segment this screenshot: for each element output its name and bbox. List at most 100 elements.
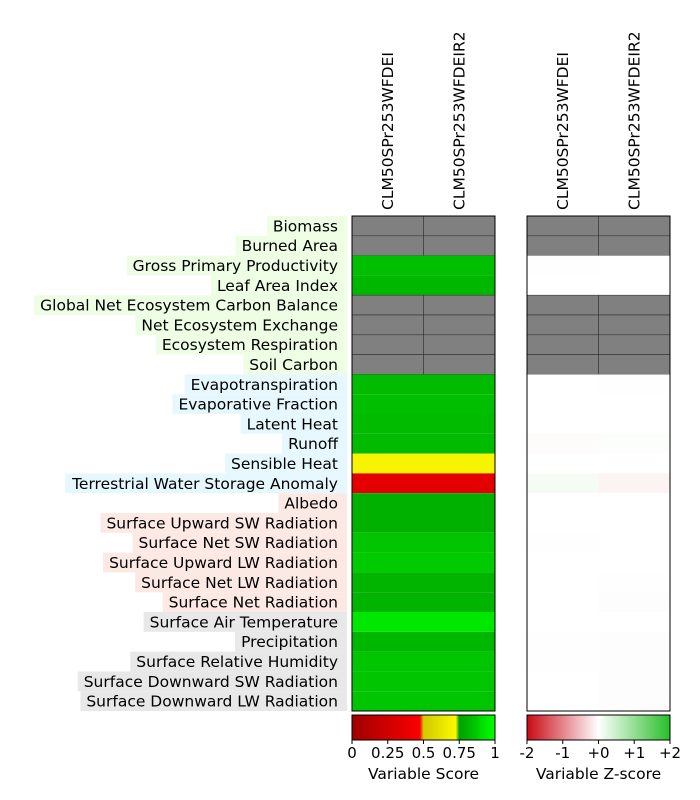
row-label-18: Surface Net LW Radiation [135,572,347,593]
heatmap-cell [527,552,599,573]
row-label-background [135,572,347,593]
colorbar-tick-label: +2 [659,744,681,762]
heatmap-cell [352,275,424,296]
colorbar-tick-label: 1 [490,744,500,762]
heatmap-cell [598,671,670,692]
heatmap-cell [527,374,599,395]
heatmap-cell [423,215,496,237]
row-label-17: Surface Upward LW Radiation [103,552,347,573]
heatmap-cell [423,255,495,276]
row-label-2: Gross Primary Productivity [126,255,347,276]
heatmap-cell [423,691,495,711]
colorbar [351,714,496,741]
row-label-10: Latent Heat [240,414,347,434]
heatmap-cell [527,255,599,276]
row-label-text: Surface Air Temperature [150,613,338,631]
row-label-3: Leaf Area Index [210,275,347,296]
heatmap-cell [352,671,424,692]
row-label-text: Surface Upward SW Radiation [106,514,338,532]
row-label-8: Evapotranspiration [184,374,347,395]
heatmap-cell [527,275,599,296]
heatmap-cell [352,552,424,573]
heatmap-cell [598,473,670,494]
heatmap-cell [423,572,495,593]
heatmap-cell [423,374,495,395]
colorbar-label: Variable Z-score [536,765,661,783]
row-label-text: Latent Heat [247,415,338,433]
row-label-14: Albedo [278,493,347,513]
heatmap-frame [526,215,671,712]
heatmap-cell [351,294,424,316]
row-label-text: Surface Relative Humidity [136,653,338,671]
row-label-text: Surface Upward LW Radiation [109,554,338,572]
row-label-text: Surface Downward LW Radiation [86,693,338,711]
row-label-21: Precipitation [235,631,347,652]
zscore-panel: CLM50SPr253WFDEI CLM50SPr253WFDEIR2 -2 -1 +0… [520,31,682,783]
heatmap-cell [352,532,424,553]
row-label-background [210,275,347,296]
row-label-13: Terrestrial Water Storage Anomaly [65,473,347,494]
heatmap-cell [351,334,424,355]
heatmap-cell [598,334,671,355]
row-label-background [80,691,347,711]
row-label-text: Global Net Ecosystem Carbon Balance [40,297,338,315]
heatmap-cell [598,314,671,336]
row-label-background [143,612,347,632]
score-panel: CLM50SPr253WFDEI CLM50SPr253WFDEIR2 0 0.25 0… [347,31,500,783]
row-label-text: Ecosystem Respiration [162,336,338,354]
row-label-15: Surface Upward SW Radiation [100,513,347,533]
heatmap-cell [423,394,495,414]
column-header: CLM50SPr253WFDEIR2 [450,31,468,210]
row-label-text: Sensible Heat [231,455,338,473]
row-label-background [235,631,347,652]
row-label-background [243,354,347,375]
row-label-12: Sensible Heat [225,453,347,474]
column-header: CLM50SPr253WFDEIR2 [625,31,643,210]
heatmap-cell [527,394,599,414]
row-label-9: Evaporative Fraction [172,394,347,414]
row-label-background [172,394,347,414]
heatmap-cell [598,691,670,711]
row-label-background [225,453,347,474]
heatmap-cell [527,433,599,454]
row-label-background [100,513,347,533]
heatmap-cell [352,651,424,672]
heatmap-cell [352,394,424,414]
heatmap-frame [351,215,496,712]
row-label-background [162,592,347,612]
row-label-6: Ecosystem Respiration [155,334,347,355]
row-label-7: Soil Carbon [243,354,347,375]
row-label-background [77,671,347,692]
heatmap-cell [527,532,599,553]
row-label-text: Burned Area [242,237,338,255]
row-label-background [135,315,347,335]
row-label-background [155,334,347,355]
heatmap-cell [598,532,670,553]
heatmap-cell [526,294,599,316]
heatmap-cell [423,473,495,494]
heatmap-cell [527,513,599,533]
heatmap-cell [352,592,424,612]
heatmap-cell [598,255,670,276]
heatmap-cell [598,275,670,296]
heatmap-cell [598,433,670,454]
row-label-text: Biomass [273,217,338,235]
row-label-background [235,235,347,256]
heatmap-cell [352,414,424,434]
heatmap-cell [423,631,495,652]
heatmap-cell [526,215,599,237]
row-label-text: Runoff [288,435,338,453]
heatmap-cell [352,374,424,395]
heatmap-cell [423,235,496,256]
row-label-1: Burned Area [235,235,347,256]
heatmap-cell [598,631,670,652]
column-header: CLM50SPr253WFDEI [379,52,397,210]
colorbar-tick-label: +1 [623,744,645,762]
heatmap-cell [527,473,599,494]
heatmap-cell [423,453,495,474]
row-label-text: Albedo [284,495,338,513]
heatmap-cell [351,235,424,256]
heatmap-cell [423,334,496,355]
heatmap-cell [526,334,599,355]
row-label-text: Net Ecosystem Exchange [141,316,338,334]
